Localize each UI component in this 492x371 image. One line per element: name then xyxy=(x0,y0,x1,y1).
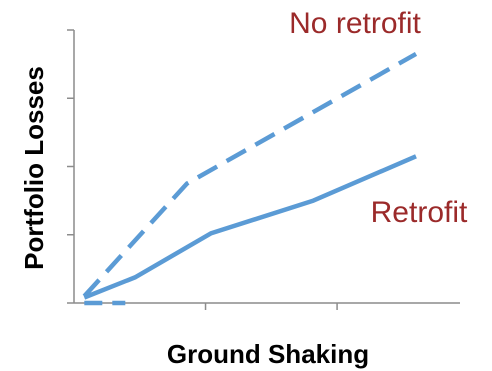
retrofit-series-line xyxy=(83,154,417,300)
retrofit-label: Retrofit xyxy=(371,196,468,229)
no-retrofit-series-line xyxy=(82,51,418,298)
axes xyxy=(67,29,460,310)
y-axis-title: Portfolio Losses xyxy=(19,66,49,270)
annotation-layer: No retrofit Retrofit xyxy=(289,7,468,229)
no-retrofit-label: No retrofit xyxy=(289,7,421,40)
series-layer xyxy=(82,51,418,306)
x-axis-title: Ground Shaking xyxy=(167,339,369,369)
